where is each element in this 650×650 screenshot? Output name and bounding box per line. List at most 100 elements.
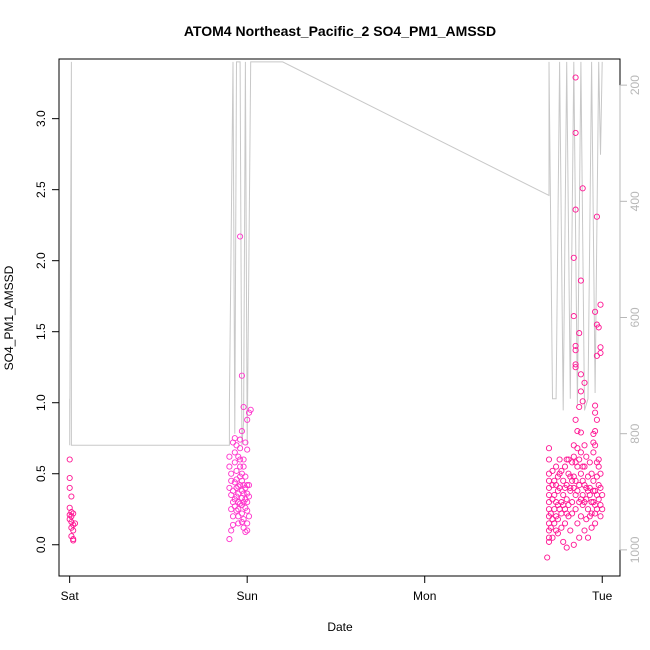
y-tick-label: 0.5 [34, 465, 48, 482]
data-point [581, 463, 588, 470]
data-point [572, 506, 579, 513]
data-point [66, 456, 73, 463]
data-point [229, 513, 237, 520]
data-point [247, 406, 254, 413]
data-point [545, 499, 553, 506]
data-point [581, 379, 588, 386]
data-point [574, 487, 581, 494]
data-point [560, 477, 567, 484]
data-point [572, 364, 579, 371]
data-point [576, 330, 583, 337]
data-point [572, 361, 579, 368]
data-point [68, 493, 75, 500]
data-point [66, 484, 73, 491]
data-point [226, 463, 233, 470]
data-point [581, 482, 588, 489]
chart-title: ATOM4 Northeast_Pacific_2 SO4_PM1_AMSSD [184, 23, 496, 39]
data-point [553, 463, 560, 470]
y-tick-label: 2.0 [34, 252, 48, 269]
data-point [244, 446, 251, 453]
data-point [549, 467, 556, 474]
y2-axis: 200 400 600 800 1000 [619, 75, 642, 563]
data-point [593, 352, 600, 359]
data-point [549, 516, 556, 523]
data-point [545, 445, 553, 452]
data-point [572, 129, 579, 136]
data-point [592, 442, 599, 449]
data-point [66, 511, 73, 518]
points-layer [66, 74, 606, 561]
data-point [244, 416, 251, 423]
data-point [561, 463, 569, 470]
data-point [245, 482, 253, 489]
data-point [558, 467, 565, 474]
data-point [595, 456, 602, 463]
data-point [570, 473, 577, 480]
data-point [569, 499, 576, 506]
data-point [226, 536, 233, 543]
data-point [560, 538, 567, 545]
data-point [584, 534, 592, 541]
data-point [576, 534, 583, 541]
data-point [586, 459, 593, 466]
data-point [560, 491, 567, 499]
data-point [577, 470, 584, 477]
plot-frame [58, 58, 621, 577]
data-point [577, 496, 584, 503]
data-point [583, 516, 590, 523]
data-point [240, 490, 247, 497]
data-point [244, 507, 251, 514]
data-point [592, 308, 599, 315]
data-point [226, 484, 233, 491]
y-axis: 0.0 0.5 1.0 1.5 2.0 2.5 3.0 [34, 110, 60, 553]
data-point [561, 520, 569, 527]
data-point [563, 456, 570, 463]
y2-tick-label: 600 [628, 307, 642, 327]
data-point [570, 313, 577, 320]
data-point [574, 445, 581, 452]
data-point [570, 254, 577, 261]
y-axis-label: SO4_PM1_AMSSD [2, 265, 16, 370]
data-point [572, 459, 579, 466]
data-point [592, 402, 599, 409]
data-point [545, 484, 553, 491]
y-tick-label: 1.5 [34, 323, 48, 340]
data-point [570, 484, 577, 491]
data-point [574, 428, 581, 435]
data-point [70, 527, 77, 534]
y2-tick-label: 400 [628, 191, 642, 211]
data-point [563, 544, 570, 551]
y2-tick-label: 1000 [628, 536, 642, 563]
data-point [581, 527, 588, 534]
data-point [238, 372, 245, 379]
altitude-line [69, 61, 603, 446]
data-point [581, 442, 588, 449]
data-point [231, 479, 238, 486]
data-point [226, 453, 233, 460]
data-point [235, 513, 242, 520]
data-point [229, 487, 237, 494]
data-point [240, 403, 247, 411]
data-point [597, 349, 604, 357]
data-point [235, 453, 242, 460]
data-point [597, 513, 604, 520]
data-point [244, 482, 251, 489]
data-point [242, 439, 249, 446]
altitude-line-layer [69, 61, 603, 446]
y-tick-label: 3.0 [34, 110, 48, 127]
data-point [228, 470, 235, 477]
data-point [593, 416, 600, 423]
data-point [577, 371, 584, 378]
data-point [595, 324, 602, 331]
y2-tick-label: 200 [628, 75, 642, 95]
data-point [590, 477, 597, 484]
data-point [242, 473, 249, 480]
data-point [545, 538, 553, 545]
x-axis: Sat Sun Mon Tue [61, 575, 613, 603]
data-point [231, 459, 238, 466]
data-point [545, 456, 553, 463]
data-point [584, 487, 592, 494]
data-point [579, 398, 586, 405]
data-point [233, 442, 240, 449]
